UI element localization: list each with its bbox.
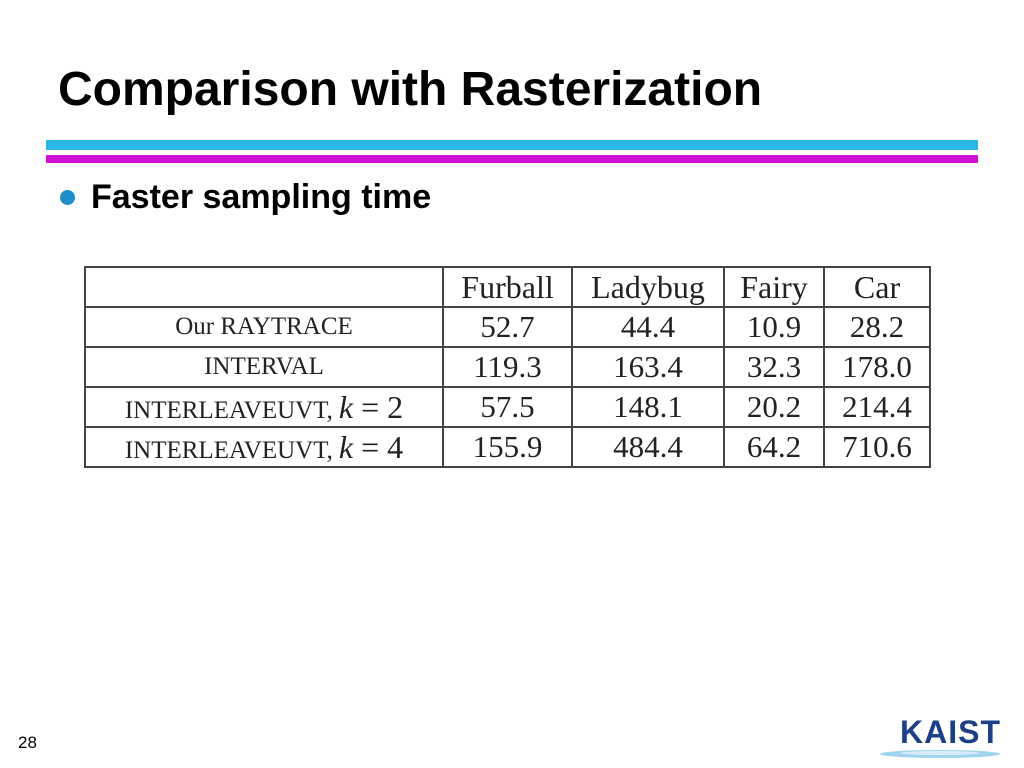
table-cell: 57.5	[442, 386, 573, 428]
table-cell: 52.7	[442, 306, 573, 348]
table-header-cell: Car	[823, 266, 931, 308]
table-cell: 163.4	[571, 346, 725, 388]
bullet-text: Faster sampling time	[91, 178, 432, 216]
table-cell: 10.9	[723, 306, 825, 348]
row-label: INTERLEAVEUVT,	[124, 396, 333, 424]
row-label-cell: INTERLEAVEUVT, k = 2	[84, 386, 444, 428]
table-cell: 44.4	[571, 306, 725, 348]
table-row: INTERVAL 119.3 163.4 32.3 178.0	[84, 346, 931, 388]
row-k-variable: k	[338, 428, 354, 465]
table-cell: 178.0	[823, 346, 931, 388]
table-cell: 64.2	[723, 426, 825, 468]
row-k-value: 2	[387, 388, 404, 425]
table-row: INTERLEAVEUVT, k = 4 155.9 484.4 64.2 710.6	[84, 426, 931, 468]
row-k-variable: k	[338, 388, 354, 425]
table-header-cell: Furball	[442, 266, 573, 308]
title-rule-magenta	[46, 155, 978, 163]
table-cell: 119.3	[442, 346, 573, 388]
kaist-logo: KAIST	[878, 712, 1002, 762]
row-label-cell: INTERVAL	[84, 346, 444, 388]
table-header-row: Furball Ladybug Fairy Car	[84, 266, 931, 308]
row-k-value: 4	[387, 428, 404, 465]
row-k-equals: =	[361, 428, 380, 465]
page-number: 28	[18, 733, 37, 752]
row-label: INTERVAL	[204, 353, 324, 380]
slide-title: Comparison with Rasterization	[58, 63, 763, 116]
row-label: Our RAYTRACE	[175, 313, 353, 340]
bullet-item: Faster sampling time	[60, 180, 431, 214]
table-cell: 214.4	[823, 386, 931, 428]
table-header-cell: Ladybug	[571, 266, 725, 308]
table-header-cell	[84, 266, 444, 308]
row-label-cell: Our RAYTRACE	[84, 306, 444, 348]
row-label: INTERLEAVEUVT,	[124, 436, 333, 464]
table-cell: 28.2	[823, 306, 931, 348]
title-rule-cyan	[46, 140, 978, 150]
table-cell: 32.3	[723, 346, 825, 388]
table-cell: 155.9	[442, 426, 573, 468]
table-header-cell: Fairy	[723, 266, 825, 308]
table-row: Our RAYTRACE 52.7 44.4 10.9 28.2	[84, 306, 931, 348]
row-label-cell: INTERLEAVEUVT, k = 4	[84, 426, 444, 468]
table-cell: 484.4	[571, 426, 725, 468]
table-cell: 148.1	[571, 386, 725, 428]
table-cell: 710.6	[823, 426, 931, 468]
bullet-dot-icon	[60, 189, 75, 205]
table-row: INTERLEAVEUVT, k = 2 57.5 148.1 20.2 214.4	[84, 386, 931, 428]
logo-text: KAIST	[900, 714, 1001, 750]
logo-swoosh-icon	[880, 750, 1000, 758]
sampling-time-table: Furball Ladybug Fairy Car Our RAYTRACE 5…	[84, 266, 931, 468]
table-cell: 20.2	[723, 386, 825, 428]
row-k-equals: =	[361, 388, 380, 425]
